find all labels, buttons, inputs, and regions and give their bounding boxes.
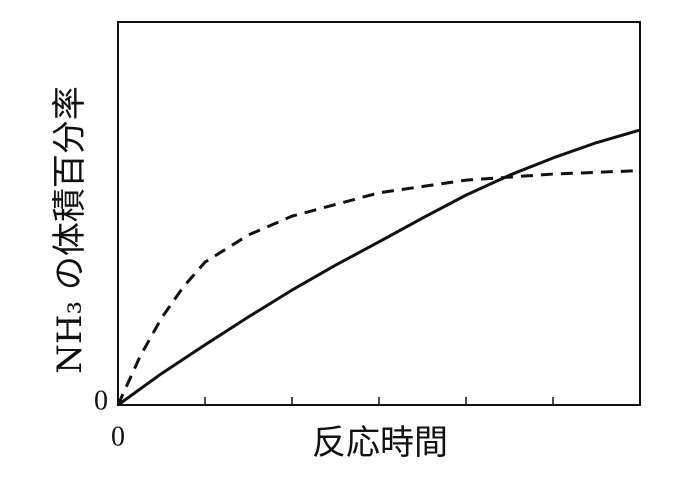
solid-line: [117, 128, 641, 407]
plot-frame: [117, 21, 641, 406]
y-axis-label: NH₃ の体積百分率: [50, 86, 90, 374]
dashed-line: [116, 169, 641, 406]
y-tick-label: 0: [94, 385, 108, 416]
x-axis-label: 反応時間: [312, 423, 448, 463]
x-tick-label: 0: [111, 421, 125, 452]
